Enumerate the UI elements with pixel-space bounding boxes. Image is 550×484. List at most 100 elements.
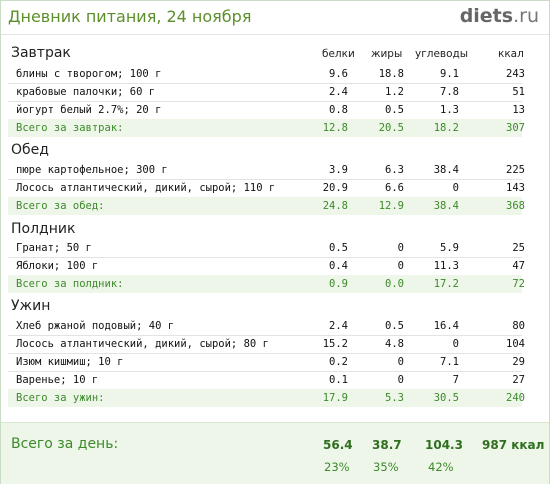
food-row: Варенье; 10 г 0.1 0 7 27 — [8, 371, 525, 390]
header: Дневник питания, 24 ноября diets.ru — [1, 1, 549, 35]
column-header-carbs: углеводы — [415, 48, 469, 60]
food-row: Лосось атлантический, дикий, сырой; 80 г… — [8, 335, 525, 354]
food-name: йогурт белый 2.7%; 20 г — [16, 104, 162, 116]
carbs-value: 7.1 — [440, 356, 459, 368]
carbs-total: 18.2 — [433, 122, 459, 134]
kcal-value: 13 — [512, 104, 525, 116]
protein-total: 0.9 — [329, 278, 348, 290]
section-total-row: Всего за обед: 24.8 12.9 38.4 368 — [8, 197, 525, 215]
section-total-row: Всего за полдник: 0.9 0.0 17.2 72 — [8, 275, 525, 293]
food-row: Яблоки; 100 г 0.4 0 11.3 47 — [8, 257, 525, 276]
food-row: блины с творогом; 100 г 9.6 18.8 9.1 243 — [8, 65, 525, 84]
carbs-value: 0 — [452, 338, 459, 350]
day-fat-percent: 35% — [373, 460, 399, 474]
kcal-value: 47 — [512, 260, 525, 272]
carbs-total: 17.2 — [433, 278, 459, 290]
site-logo[interactable]: diets.ru — [460, 5, 539, 27]
section-title-breakfast: Завтрак — [11, 45, 71, 61]
kcal-value: 104 — [506, 338, 525, 350]
day-protein-total: 56.4 — [323, 438, 353, 452]
protein-value: 0.5 — [329, 242, 348, 254]
kcal-value: 243 — [506, 68, 525, 80]
kcal-value: 27 — [512, 374, 525, 386]
protein-total: 24.8 — [322, 200, 348, 212]
section-title-lunch: Обед — [11, 142, 49, 158]
fat-value: 6.6 — [385, 182, 404, 194]
protein-value: 2.4 — [329, 86, 348, 98]
kcal-total: 240 — [506, 392, 525, 404]
column-header-fat: жиры — [371, 48, 403, 60]
food-name: Лосось атлантический, дикий, сырой; 110 … — [16, 182, 276, 194]
protein-value: 2.4 — [329, 320, 348, 332]
protein-total: 17.9 — [322, 392, 348, 404]
kcal-value: 143 — [506, 182, 525, 194]
protein-total: 12.8 — [322, 122, 348, 134]
kcal-value: 51 — [512, 86, 525, 98]
section-total-label: Всего за завтрак: — [16, 122, 124, 134]
section-total-row: Всего за завтрак: 12.8 20.5 18.2 307 — [8, 119, 525, 137]
food-name: Гранат; 50 г — [16, 242, 92, 254]
fat-value: 0 — [397, 260, 404, 272]
food-name: Хлеб ржаной подовый; 40 г — [16, 320, 175, 332]
fat-value: 0 — [397, 374, 404, 386]
protein-value: 0.1 — [329, 374, 348, 386]
carbs-value: 16.4 — [433, 320, 459, 332]
logo-suffix: .ru — [513, 5, 539, 27]
food-row: йогурт белый 2.7%; 20 г 0.8 0.5 1.3 13 — [8, 101, 525, 120]
carbs-value: 7.8 — [440, 86, 459, 98]
protein-value: 15.2 — [322, 338, 348, 350]
section-total-label: Всего за обед: — [16, 200, 105, 212]
section-title-afternoon-snack: Полдник — [11, 221, 76, 237]
carbs-value: 7 — [452, 374, 459, 386]
kcal-total: 307 — [506, 122, 525, 134]
fat-value: 18.8 — [378, 68, 404, 80]
food-row: Изюм кишмиш; 10 г 0.2 0 7.1 29 — [8, 353, 525, 372]
fat-value: 6.3 — [385, 164, 404, 176]
fat-total: 20.5 — [378, 122, 404, 134]
carbs-value: 9.1 — [440, 68, 459, 80]
food-row: крабовые палочки; 60 г 2.4 1.2 7.8 51 — [8, 83, 525, 102]
day-fat-total: 38.7 — [372, 438, 402, 452]
food-name: Варенье; 10 г — [16, 374, 99, 386]
section-total-label: Всего за ужин: — [16, 392, 105, 404]
carbs-value: 1.3 — [440, 104, 459, 116]
protein-value: 20.9 — [322, 182, 348, 194]
column-header-protein: белки — [322, 48, 355, 60]
fat-value: 0 — [397, 242, 404, 254]
food-row: пюре картофельное; 300 г 3.9 6.3 38.4 22… — [8, 161, 525, 180]
fat-value: 0.5 — [385, 104, 404, 116]
food-name: пюре картофельное; 300 г — [16, 164, 168, 176]
food-name: Изюм кишмиш; 10 г — [16, 356, 124, 368]
carbs-value: 11.3 — [433, 260, 459, 272]
kcal-value: 25 — [512, 242, 525, 254]
section-total-label: Всего за полдник: — [16, 278, 124, 290]
kcal-value: 80 — [512, 320, 525, 332]
kcal-total: 72 — [512, 278, 525, 290]
food-name: Лосось атлантический, дикий, сырой; 80 г — [16, 338, 269, 350]
day-total-label: Всего за день: — [11, 436, 119, 452]
protein-value: 0.2 — [329, 356, 348, 368]
day-carbs-total: 104.3 — [425, 438, 463, 452]
carbs-value: 0 — [452, 182, 459, 194]
column-header-kcal: ккал — [498, 48, 524, 60]
day-total-panel: Всего за день: 56.4 38.7 104.3 987 ккал … — [1, 422, 549, 484]
protein-value: 0.4 — [329, 260, 348, 272]
fat-value: 0.5 — [385, 320, 404, 332]
carbs-value: 5.9 — [440, 242, 459, 254]
carbs-total: 30.5 — [433, 392, 459, 404]
kcal-value: 225 — [506, 164, 525, 176]
food-name: Яблоки; 100 г — [16, 260, 99, 272]
day-carbs-percent: 42% — [428, 460, 454, 474]
carbs-total: 38.4 — [433, 200, 459, 212]
section-title-dinner: Ужин — [11, 298, 51, 314]
day-kcal-total: 987 ккал — [482, 438, 545, 452]
kcal-total: 368 — [506, 200, 525, 212]
food-name: крабовые палочки; 60 г — [16, 86, 156, 98]
day-protein-percent: 23% — [324, 460, 350, 474]
page-title: Дневник питания, 24 ноября — [8, 7, 252, 26]
food-row: Хлеб ржаной подовый; 40 г 2.4 0.5 16.4 8… — [8, 317, 525, 336]
fat-total: 12.9 — [378, 200, 404, 212]
food-name: блины с творогом; 100 г — [16, 68, 162, 80]
protein-value: 0.8 — [329, 104, 348, 116]
